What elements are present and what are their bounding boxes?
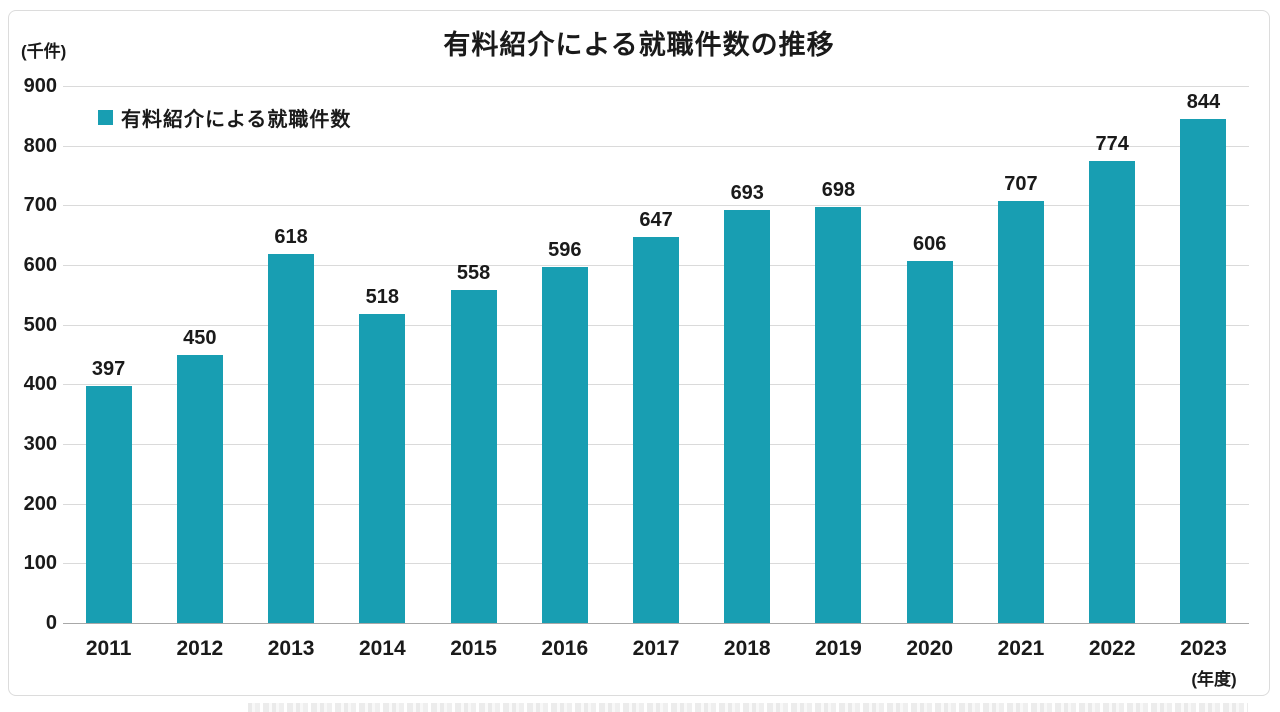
y-tick-label-400: 400 [23, 373, 57, 396]
bar-column-2021: 707 [975, 86, 1066, 623]
value-label-2019: 698 [821, 178, 856, 201]
value-label-2015: 558 [456, 262, 491, 285]
value-label-2014: 518 [365, 285, 399, 308]
bar-2012 [176, 354, 223, 623]
bar-column-2011: 397 [63, 86, 154, 623]
x-tick-label-2011: 2011 [85, 637, 132, 660]
bar-column-2023: 844 [1158, 86, 1249, 623]
y-tick-label-500: 500 [23, 313, 57, 336]
x-axis: 2011 2012 2013 2014 2015 2016 2017 2018 2019 2020… [63, 637, 1249, 661]
value-label-2017: 647 [639, 208, 673, 231]
bar-column-2013: 618 [245, 86, 336, 623]
x-tick-label-2020: 2020 [906, 637, 954, 660]
y-tick-label-900: 900 [23, 75, 57, 97]
x-tick-label-2018: 2018 [723, 637, 771, 660]
gridline-900 [63, 86, 1249, 87]
gridline-0 [63, 623, 1249, 624]
bar-column-2012: 450 [154, 86, 245, 623]
bar-2023 [1180, 119, 1227, 623]
chart-title: 有料紹介による就職件数の推移 [443, 30, 835, 60]
value-label-2020: 606 [913, 233, 947, 256]
x-tick-label-2016: 2016 [541, 637, 589, 660]
x-tick-label-2021: 2021 [997, 637, 1045, 660]
x-axis-unit-label: (年度) [1191, 670, 1237, 689]
bar-2018 [724, 209, 771, 623]
gridline-700 [63, 205, 1249, 207]
bar-2020 [906, 261, 953, 623]
x-tick-label-2015: 2015 [450, 637, 497, 660]
y-tick-label-600: 600 [23, 254, 57, 276]
x-tick-label-2014: 2014 [358, 637, 406, 660]
bar-column-2015: 558 [428, 86, 519, 623]
y-tick-label-700: 700 [23, 194, 57, 217]
bars-row: 397 450 618 518 558 596 647 693 698 606 707 774 844 [63, 86, 1249, 623]
chart-frame: 有料紹介による就職件数の推移 (千件) 有料紹介による就職件数 0 100 200 3… [8, 10, 1270, 696]
bar-column-2019: 698 [793, 86, 884, 623]
bar-2022 [1089, 161, 1136, 623]
y-tick-label-200: 200 [23, 492, 57, 515]
value-label-2012: 450 [183, 326, 217, 349]
x-tick-label-2022: 2022 [1088, 637, 1136, 660]
legend: 有料紹介による就職件数 [98, 103, 351, 132]
y-axis-unit-label: (千件) [21, 42, 67, 61]
x-tick-label-2012: 2012 [176, 637, 224, 660]
bar-column-2020: 606 [884, 86, 975, 623]
value-label-2022: 774 [1095, 133, 1129, 156]
x-tick-label-2019: 2019 [815, 637, 862, 660]
y-tick-label-0: 0 [45, 612, 57, 634]
bar-column-2017: 647 [610, 86, 701, 623]
bar-2011 [85, 386, 132, 623]
y-tick-label-800: 800 [23, 134, 57, 157]
clipped-source-text [248, 703, 1248, 712]
bar-2017 [633, 236, 680, 623]
bar-2021 [997, 201, 1044, 623]
x-tick-label-2023: 2023 [1180, 637, 1227, 660]
legend-label: 有料紹介による就職件数 [121, 109, 352, 131]
legend-swatch-icon [98, 110, 113, 125]
gridline-800 [63, 145, 1249, 147]
bar-column-2016: 596 [519, 86, 610, 623]
x-tick-label-2013: 2013 [267, 637, 315, 660]
y-tick-label-300: 300 [23, 433, 57, 455]
bar-2019 [815, 206, 862, 623]
bar-2013 [268, 254, 315, 623]
bar-column-2022: 774 [1067, 86, 1158, 623]
x-tick-label-2017: 2017 [632, 637, 680, 660]
y-tick-label-100: 100 [23, 552, 57, 575]
value-label-2023: 844 [1186, 91, 1221, 114]
value-label-2021: 707 [1004, 173, 1038, 196]
value-label-2011: 397 [91, 358, 126, 381]
value-label-2013: 618 [274, 226, 308, 249]
bar-2014 [359, 313, 406, 623]
bar-2015 [450, 290, 497, 623]
bar-column-2018: 693 [702, 86, 793, 623]
bar-2016 [541, 267, 588, 623]
value-label-2018: 693 [730, 181, 764, 204]
y-axis: 0 100 200 300 400 500 600 700 800 900 [11, 75, 57, 634]
value-label-2016: 596 [548, 239, 582, 262]
bar-column-2014: 518 [337, 86, 428, 623]
